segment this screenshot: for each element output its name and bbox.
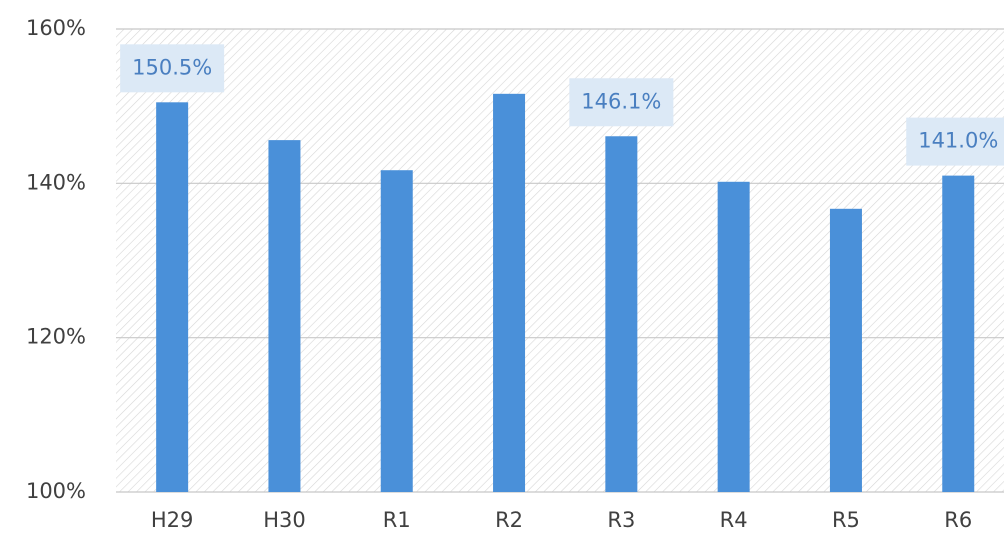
x-tick-label: R1 [383, 508, 411, 532]
x-tick-label: R2 [495, 508, 523, 532]
bar [605, 136, 638, 493]
bar [493, 93, 526, 492]
data-label: 150.5% [132, 55, 212, 79]
x-tick-label: H30 [263, 508, 306, 532]
y-tick-label: 100% [26, 479, 86, 503]
data-label-box [569, 78, 674, 127]
x-tick-label: R6 [944, 508, 972, 532]
data-label: 141.0% [918, 129, 998, 153]
data-label-box [906, 117, 1004, 166]
y-tick-label: 120% [26, 325, 86, 349]
y-tick-label: 160% [26, 16, 86, 40]
plot-background [116, 29, 1004, 492]
data-label: 146.1% [581, 89, 661, 113]
bar [380, 170, 413, 492]
x-tick-label: H29 [151, 508, 194, 532]
y-tick-label: 140% [26, 170, 86, 194]
bar [829, 208, 862, 492]
data-label-box [120, 44, 225, 93]
bar [156, 102, 189, 492]
x-tick-label: R4 [720, 508, 748, 532]
bar [717, 181, 750, 493]
bar [942, 175, 975, 492]
bar [268, 140, 301, 492]
x-tick-label: R3 [607, 508, 635, 532]
x-tick-label: R5 [832, 508, 860, 532]
